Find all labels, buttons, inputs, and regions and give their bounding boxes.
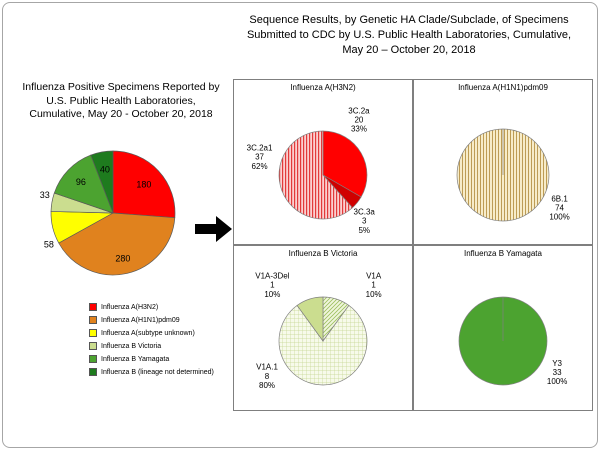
cell-title-h1n1: Influenza A(H1N1)pdm09 (458, 83, 548, 92)
arrow-shape (195, 216, 232, 242)
legend-swatch (89, 303, 97, 311)
legend-item: Influenza B Victoria (89, 342, 214, 350)
pie-label-influenza-b-yamagata: 96 (76, 177, 86, 187)
left_pie-pie-svg: 180 280 58 33 96 40 (40, 150, 176, 276)
victoria-pie-svg: V1A 1 10% V1A.1 8 80% V1A-3Del 1 10% (255, 271, 382, 390)
panel-cell-yamagata: Influenza B Yamagata Y3 33 100% (413, 245, 593, 411)
cell-title-victoria: Influenza B Victoria (288, 249, 358, 258)
pie-label-v1a-1: V1A.1 8 80% (256, 363, 278, 390)
legend-label: Influenza B Victoria (101, 342, 162, 350)
victoria-pie-chart: V1A 1 10% V1A.1 8 80% V1A-3Del 1 10% (234, 246, 412, 410)
h1n1-pie-svg: 6B.1 74 100% (456, 128, 570, 222)
arrow-icon (195, 216, 232, 242)
legend-label: Influenza A(H1N1)pdm09 (101, 316, 180, 324)
legend-item: Influenza A(H3N2) (89, 303, 214, 311)
pie-label-v1a-3del: V1A-3Del 1 10% (255, 271, 289, 298)
legend-item: Influenza B Yamagata (89, 355, 214, 363)
pie-slice-v1a-3del (296, 296, 324, 343)
influenza-positive-pie-chart: 180 280 58 33 96 40 (11, 129, 227, 301)
pie-slice-3c-2a1 (278, 130, 353, 220)
panel-cell-h3n2: Influenza A(H3N2) 3C.2a 20 33% 3C.3a 3 5% 3C.2… (233, 79, 413, 245)
h3n2-pie-svg: 3C.2a 20 33% 3C.3a 3 5% 3C.2a1 37 62% (247, 106, 376, 235)
pie-label-influenza-a-subtype-unknown: 58 (44, 239, 54, 249)
legend: Influenza A(H3N2) Influenza A(H1N1)pdm09 I… (89, 303, 214, 381)
pie-label-influenza-b-victoria: 33 (40, 190, 50, 200)
cell-title-h3n2: Influenza A(H3N2) (290, 83, 356, 92)
sequence-results-title: Sequence Results, by Genetic HA Clade/Su… (227, 13, 591, 58)
legend-item: Influenza A(H1N1)pdm09 (89, 316, 214, 324)
pie-slice-influenza-b-yamagata (53, 154, 114, 214)
legend-swatch (89, 342, 97, 350)
legend-label: Influenza B Yamagata (101, 355, 170, 363)
pie-label-3c-2a: 3C.2a 20 33% (348, 106, 370, 133)
pie-label-3c-2a1: 3C.2a1 37 62% (247, 143, 273, 170)
legend-swatch (89, 316, 97, 324)
pie-label-y3: Y3 33 100% (547, 359, 567, 386)
legend-swatch (89, 355, 97, 363)
pie-slice-v1a-1 (278, 304, 368, 386)
pie-label-6b-1: 6B.1 74 100% (549, 194, 569, 221)
sequence-title-line-2: Submitted to CDC by U.S. Public Health L… (246, 28, 572, 41)
cell-title-yamagata: Influenza B Yamagata (464, 249, 542, 258)
legend-label: Influenza A(H3N2) (101, 303, 159, 311)
left-title-line-1: Influenza Positive Specimens Reported by (22, 81, 220, 93)
panel-cell-victoria: Influenza B Victoria V1A 1 10% V1A.1 8 80% V1A… (233, 245, 413, 411)
left-title-line-2: U.S. Public Health Laboratories, (46, 94, 196, 107)
yamagata-pie-svg: Y3 33 100% (458, 296, 567, 386)
h3n2-pie-chart: 3C.2a 20 33% 3C.3a 3 5% 3C.2a1 37 62% (234, 80, 412, 244)
panel-cell-h1n1: Influenza A(H1N1)pdm09 6B.1 74 100% (413, 79, 593, 245)
h1n1-pie-chart: 6B.1 74 100% (414, 80, 592, 244)
pie-label-influenza-a-h3n2: 180 (136, 179, 151, 189)
pie-slice-influenza-a-h3n2 (112, 150, 176, 219)
pie-label-influenza-a-h1n1-pdm09: 280 (115, 254, 130, 264)
pie-label-v1a: V1A 1 10% (366, 271, 382, 298)
legend-label: Influenza A(subtype unknown) (101, 329, 195, 337)
yamagata-pie-chart: Y3 33 100% (414, 246, 592, 410)
pie-slice-3c-2a (322, 130, 368, 198)
sequence-results-panel: Influenza A(H3N2) 3C.2a 20 33% 3C.3a 3 5% 3C.2… (233, 79, 593, 411)
pie-label-3c-3a: 3C.3a 3 5% (354, 207, 376, 234)
legend-label: Influenza B (lineage not determined) (101, 368, 214, 376)
legend-swatch (89, 329, 97, 337)
pie-label-influenza-b-lineage-not-determined: 40 (100, 164, 110, 174)
pie-slice-influenza-b-lineage-not-determined (90, 150, 114, 214)
sequence-title-line-1: Sequence Results, by Genetic HA Clade/Su… (249, 14, 569, 26)
left-title-line-3: Cumulative, May 20 - October 20, 2018 (29, 108, 213, 121)
legend-item: Influenza B (lineage not determined) (89, 368, 214, 376)
pie-slice-influenza-a-h1n1-pdm09 (58, 212, 176, 276)
sequence-title-line-3: May 20 – October 20, 2018 (342, 43, 476, 56)
legend-swatch (89, 368, 97, 376)
left-chart-title: Influenza Positive Specimens Reported by… (7, 81, 235, 122)
legend-item: Influenza A(subtype unknown) (89, 329, 214, 337)
